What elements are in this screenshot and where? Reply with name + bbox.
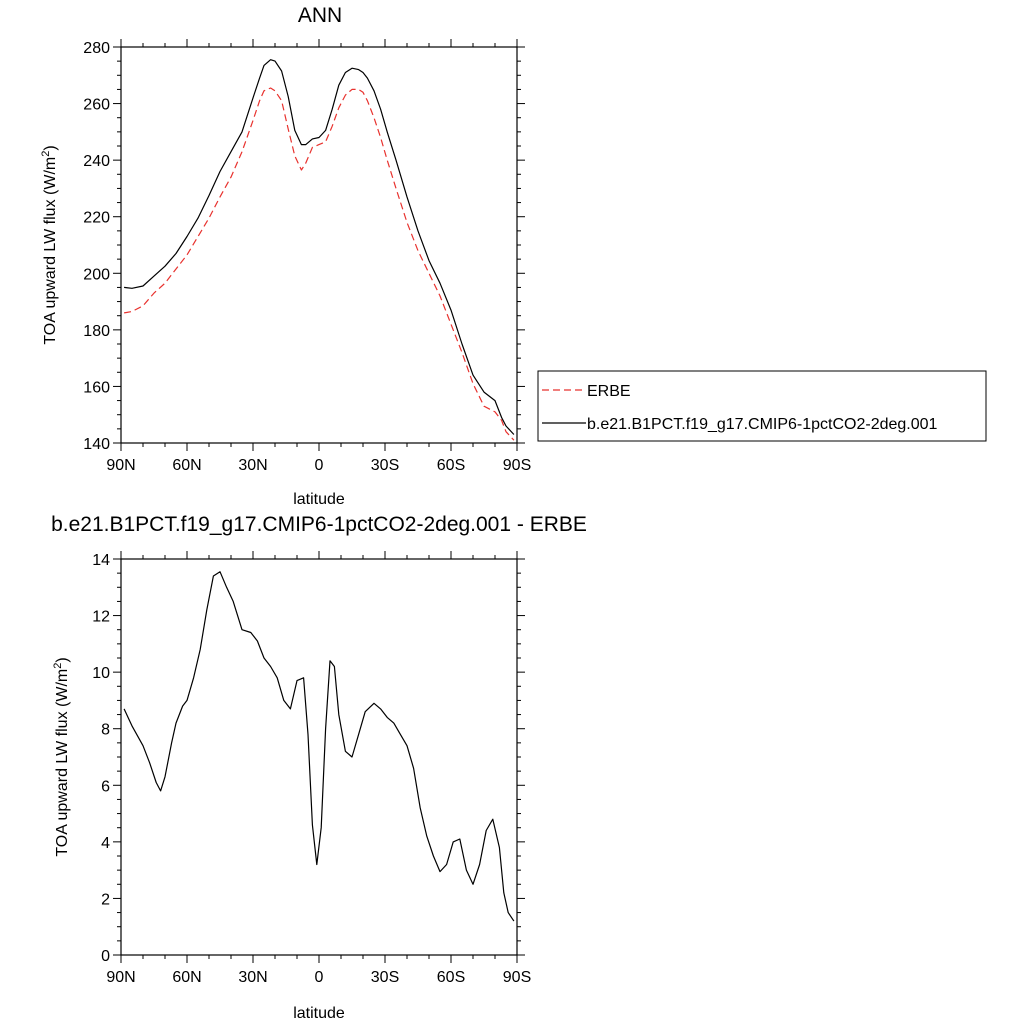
bottom-x-tick-label: 30S xyxy=(371,969,399,986)
top-x-tick-label: 60S xyxy=(437,457,465,474)
bottom-y-axis-label-sup: 2 xyxy=(52,663,64,669)
top-series xyxy=(123,59,515,441)
top-chart-title: ANN xyxy=(298,4,342,27)
legend-erbe-label: ERBE xyxy=(587,383,631,400)
bottom-y-tick-label: 14 xyxy=(92,552,110,569)
bottom-y-tick-label: 2 xyxy=(101,891,110,908)
legend-box xyxy=(537,370,987,442)
bottom-y-ticks: 0 2 4 6 8 10 12 14 xyxy=(92,552,525,965)
top-y-tick-label: 200 xyxy=(83,266,110,283)
bottom-y-tick-label: 12 xyxy=(92,609,110,626)
bottom-x-tick-label: 60N xyxy=(172,969,201,986)
top-x-tick-label: 90N xyxy=(106,457,135,474)
top-y-tick-label: 140 xyxy=(83,436,110,453)
bottom-y-tick-label: 6 xyxy=(101,778,110,795)
bottom-x-tick-label: 90S xyxy=(503,969,531,986)
top-y-tick-label: 220 xyxy=(83,210,110,227)
bottom-x-tick-label: 60S xyxy=(437,969,465,986)
top-y-ticks: 140 160 180 200 220 240 260 280 xyxy=(83,40,525,453)
top-x-axis-label: latitude xyxy=(293,491,345,508)
top-series-line-erbe xyxy=(123,87,515,441)
top-plot-frame xyxy=(120,46,518,444)
legend: ERBE b.e21.B1PCT.f19_g17.CMIP6-1pctCO2-2… xyxy=(537,370,987,442)
bottom-series-line-model xyxy=(123,571,515,922)
top-x-tick-label: 30N xyxy=(238,457,267,474)
bottom-y-tick-label: 4 xyxy=(101,835,110,852)
top-series-line-model xyxy=(124,59,515,435)
bottom-y-tick-label: 0 xyxy=(101,948,110,965)
top-y-axis-label-sup: 2 xyxy=(40,151,52,157)
bottom-y-axis-label-main: TOA upward LW flux (W/m xyxy=(54,669,71,857)
bottom-chart-title: b.e21.B1PCT.f19_g17.CMIP6-1pctCO2-2deg.0… xyxy=(51,513,587,536)
top-y-tick-label: 180 xyxy=(83,323,110,340)
top-x-tick-label: 90S xyxy=(503,457,531,474)
top-y-axis-label-close: ) xyxy=(42,145,59,150)
top-panel: ANN 140 160 180 200 220 240 260 280 90N 60N 30N 0 3… xyxy=(40,4,987,508)
bottom-panel: b.e21.B1PCT.f19_g17.CMIP6-1pctCO2-2deg.0… xyxy=(51,513,587,1022)
top-y-axis-label: TOA upward LW flux (W/m2) xyxy=(40,145,59,344)
bottom-x-ticks: 90N 60N 30N 0 30S 60S 90S xyxy=(106,551,531,986)
top-y-tick-label: 240 xyxy=(83,153,110,170)
top-y-tick-label: 160 xyxy=(83,379,110,396)
top-y-axis-label-main: TOA upward LW flux (W/m xyxy=(42,157,59,345)
bottom-y-tick-label: 8 xyxy=(101,722,110,739)
bottom-y-axis-label-close: ) xyxy=(54,657,71,662)
top-y-tick-label: 260 xyxy=(83,97,110,114)
bottom-x-tick-label: 30N xyxy=(238,969,267,986)
bottom-series xyxy=(123,571,515,922)
top-x-tick-label: 0 xyxy=(315,457,324,474)
top-x-tick-label: 30S xyxy=(371,457,399,474)
legend-model-label: b.e21.B1PCT.f19_g17.CMIP6-1pctCO2-2deg.0… xyxy=(587,416,938,433)
bottom-x-axis-label: latitude xyxy=(293,1005,345,1022)
bottom-y-axis-label: TOA upward LW flux (W/m2) xyxy=(52,657,71,856)
top-x-ticks: 90N 60N 30N 0 30S 60S 90S xyxy=(106,39,531,474)
bottom-x-tick-label: 0 xyxy=(315,969,324,986)
top-x-tick-label: 60N xyxy=(172,457,201,474)
bottom-y-tick-label: 10 xyxy=(92,665,110,682)
bottom-plot-frame xyxy=(120,558,518,956)
top-y-tick-label: 280 xyxy=(83,40,110,57)
bottom-x-tick-label: 90N xyxy=(106,969,135,986)
